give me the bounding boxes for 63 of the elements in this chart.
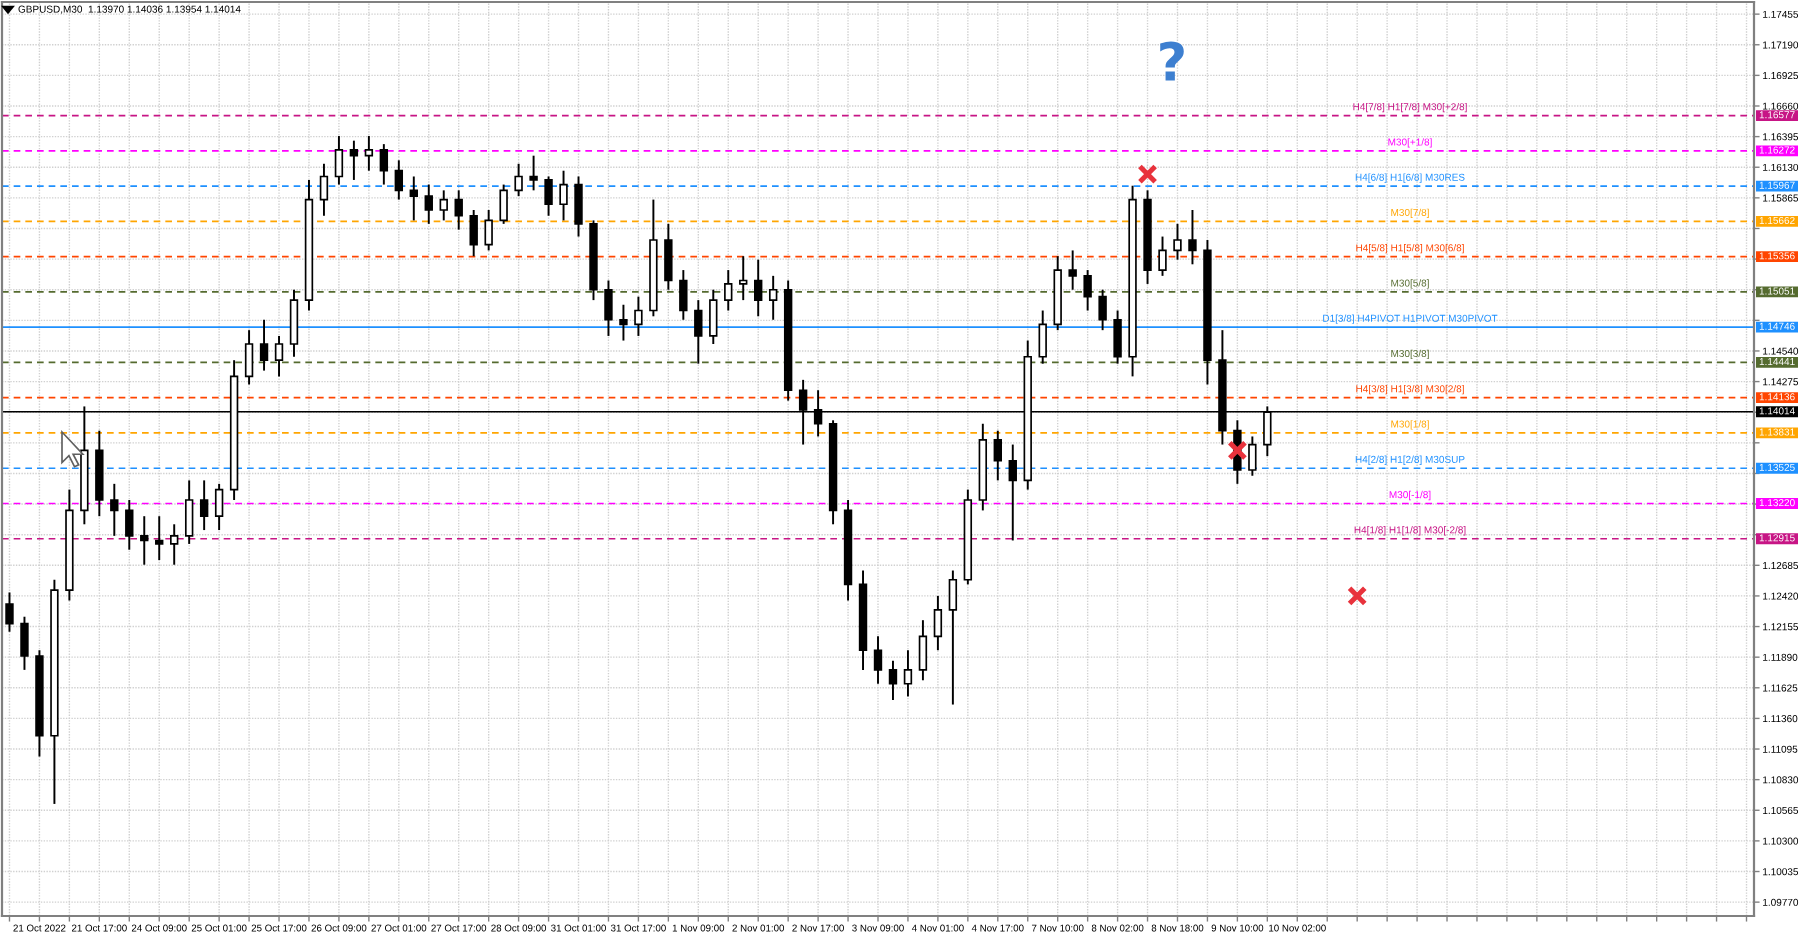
candlestick bbox=[1008, 443, 1017, 542]
candlestick bbox=[559, 169, 568, 222]
candlestick bbox=[110, 482, 119, 537]
candlestick bbox=[199, 479, 209, 532]
candlestick bbox=[694, 299, 703, 365]
candlestick bbox=[364, 135, 374, 172]
candlestick bbox=[319, 162, 329, 217]
candlestick bbox=[604, 279, 613, 337]
candlestick bbox=[754, 258, 763, 318]
candlestick bbox=[499, 183, 508, 225]
candlestick bbox=[20, 615, 29, 671]
candlestick bbox=[1173, 222, 1182, 261]
candlestick bbox=[679, 269, 688, 321]
candlestick bbox=[454, 189, 463, 231]
candlestick bbox=[424, 183, 433, 225]
candlestick bbox=[634, 295, 643, 337]
candlestick bbox=[739, 255, 748, 302]
candlestick bbox=[5, 591, 14, 633]
point bbox=[1137, 164, 1158, 185]
candlestick bbox=[409, 175, 418, 222]
candlestick bbox=[214, 482, 224, 532]
candlestick bbox=[1158, 235, 1167, 277]
candlestick bbox=[724, 269, 733, 312]
candlestick bbox=[514, 162, 523, 198]
candlestick bbox=[274, 334, 284, 378]
candlestick bbox=[918, 619, 928, 682]
candlestick bbox=[948, 569, 958, 706]
candlestick bbox=[184, 479, 194, 545]
candlestick bbox=[529, 154, 538, 192]
candlestick bbox=[155, 515, 164, 562]
candlestick bbox=[1098, 288, 1107, 332]
candlestick bbox=[903, 649, 913, 698]
candlestick bbox=[768, 274, 778, 321]
candlestick bbox=[259, 318, 269, 372]
candlestick bbox=[993, 429, 1002, 482]
candlestick bbox=[439, 189, 448, 222]
candlestick bbox=[334, 135, 344, 186]
candlestick bbox=[484, 209, 493, 252]
candlestick bbox=[1248, 435, 1257, 477]
candlestick bbox=[469, 209, 478, 258]
point bbox=[1347, 585, 1368, 607]
candlestick bbox=[394, 159, 404, 201]
candlestick bbox=[289, 288, 299, 358]
candlestick bbox=[933, 594, 943, 652]
candlestick bbox=[170, 523, 179, 566]
candlestick bbox=[1188, 209, 1197, 266]
candlestick bbox=[1068, 249, 1077, 291]
candlestick bbox=[544, 175, 553, 217]
candlestick bbox=[1038, 309, 1047, 365]
candlestick bbox=[873, 635, 883, 685]
candlestick bbox=[349, 139, 359, 181]
candlestick bbox=[888, 659, 898, 701]
candlestick bbox=[709, 288, 718, 345]
candlestick bbox=[140, 515, 149, 566]
candlestick bbox=[1083, 269, 1092, 312]
candlestick bbox=[664, 222, 673, 291]
candlestick bbox=[574, 175, 583, 238]
candlestick bbox=[379, 143, 389, 186]
point bbox=[1227, 440, 1248, 461]
candlestick bbox=[619, 303, 628, 342]
candlestick bbox=[1113, 309, 1122, 365]
candlestick bbox=[244, 329, 254, 386]
candlestick bbox=[125, 499, 134, 551]
